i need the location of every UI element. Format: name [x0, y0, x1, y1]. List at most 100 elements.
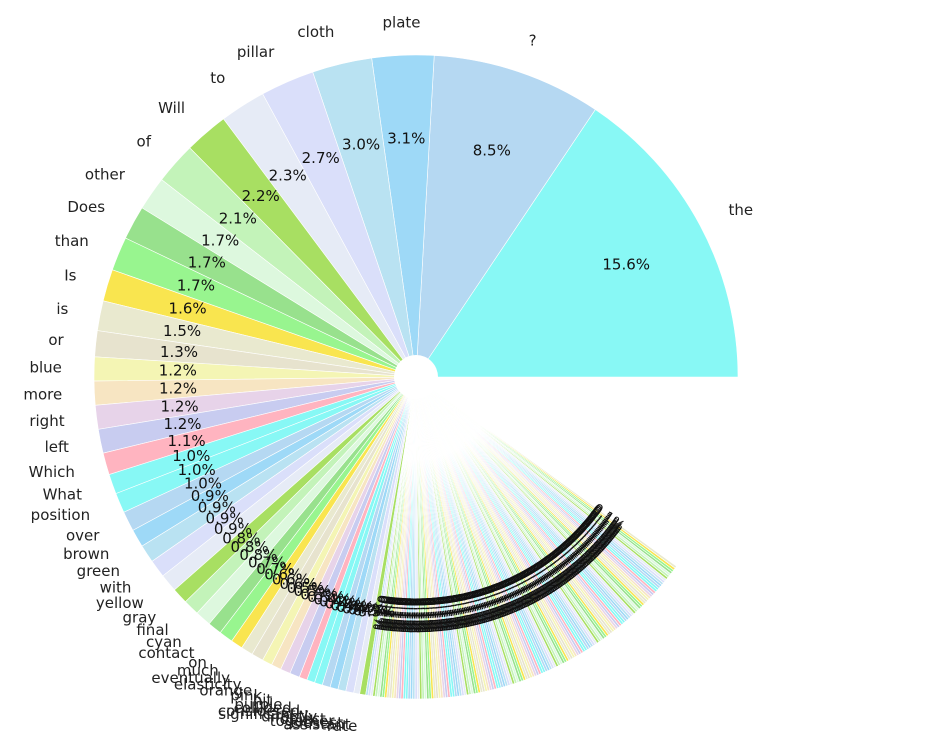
slice-label: is [56, 300, 68, 318]
slice-percent-label: 0.4% [319, 593, 357, 611]
slice-percent-label: 0.3% [357, 603, 395, 621]
slice-label: rate [327, 717, 357, 735]
slice-percent-label: 0.1% [403, 597, 420, 633]
slice-percent-label: 0.7% [248, 554, 286, 572]
slice-percent-label: 0.1% [445, 593, 467, 631]
slice-label: orange [199, 682, 252, 700]
slice-label: of [137, 132, 152, 150]
slice-percent-label: 0.1% [373, 594, 394, 631]
slice-percent-label: 0.1% [432, 595, 452, 632]
slice-percent-label: 0.1% [410, 597, 426, 633]
slice-label: right [29, 412, 64, 430]
slice-percent-label: 0.1% [458, 590, 482, 628]
slice-label: contact [138, 644, 194, 662]
slice-percent-label: 0.1% [376, 595, 396, 632]
slice-percent-label: 0.1% [423, 597, 441, 634]
slice-percent-label: 0.1% [436, 595, 456, 632]
slice-percent-label: 0.1% [375, 595, 396, 632]
slice-label: final [136, 621, 168, 639]
slice-percent-label: 0.6% [280, 575, 318, 593]
pie-slice-0 [415, 109, 739, 378]
slice-label: purple [234, 696, 282, 714]
slice-label: eventually [151, 669, 230, 687]
slice-label: over [66, 526, 100, 544]
slice-label: than [55, 232, 89, 250]
slice-label: more [23, 385, 62, 403]
slice-label: significantly [218, 705, 309, 723]
slice-percent-label: 0.1% [431, 595, 451, 632]
slice-percent-label: 0.5% [307, 588, 345, 606]
slice-percent-label: 0.1% [426, 596, 445, 633]
slice-percent-label: 1.0% [178, 461, 216, 479]
slice-label: position [31, 506, 90, 524]
slice-percent-label: 0.1% [371, 594, 392, 632]
slice-label: left [45, 438, 69, 456]
slice-percent-label: 0.1% [448, 592, 470, 630]
pie-slice-1 [415, 55, 596, 379]
slice-percent-label: 1.2% [161, 397, 199, 415]
slice-percent-label: 1.0% [184, 474, 222, 492]
slice-percent-label: 0.4% [336, 598, 374, 616]
slice-percent-label: 0.1% [406, 597, 422, 633]
slice-label: yellow [96, 594, 144, 612]
slice-percent-label: 0.1% [442, 594, 463, 632]
slice-percent-label: 1.7% [188, 253, 226, 271]
slice-percent-label: 0.1% [428, 596, 447, 633]
slice-percent-label: 2.7% [302, 149, 340, 167]
slice-percent-label: 0.7% [256, 560, 294, 578]
slice-label: plate [383, 14, 421, 32]
slice-label: gray [123, 608, 157, 626]
slice-percent-label: 0.9% [191, 487, 229, 505]
slice-percent-label: 0.1% [382, 595, 402, 632]
slice-label: blue [29, 359, 61, 377]
slice-percent-label: 0.9% [206, 509, 244, 527]
slice-percent-label: 0.1% [384, 596, 403, 633]
slice-percent-label: 1.7% [177, 276, 215, 294]
slice-percent-label: 0.9% [198, 498, 236, 516]
slice-percent-label: 0.1% [416, 597, 433, 633]
slice-percent-label: 2.1% [219, 209, 257, 227]
pie-slices [93, 54, 739, 700]
slice-label: Is [64, 267, 76, 285]
slice-label: green [77, 562, 120, 580]
slice-percent-label: 0.5% [287, 579, 325, 597]
slice-label: cloth [297, 23, 334, 41]
slice-label: much [177, 662, 219, 680]
slice-percent-label: 1.2% [163, 415, 201, 433]
slice-percent-label: 0.1% [369, 594, 390, 632]
slice-percent-label: 0.1% [387, 596, 406, 633]
slice-label: assistant [283, 716, 350, 734]
slice-percent-label: 1.2% [159, 380, 197, 398]
slice-label: Will [158, 99, 185, 117]
slice-percent-label: 0.8% [239, 546, 277, 564]
slice-label: or [48, 331, 64, 349]
slice-label: together [270, 712, 335, 730]
slice-percent-label: 0.1% [378, 595, 398, 632]
slice-label: the [729, 201, 754, 219]
slice-label: elasticity [174, 676, 242, 694]
slice-percent-label: 0.1% [421, 597, 439, 633]
slice-percent-label: 0.1% [419, 597, 437, 633]
slice-percent-label: 1.6% [169, 300, 207, 318]
slice-label: ? [529, 32, 537, 50]
pie-center-hole [394, 355, 438, 399]
slice-label: hit [253, 691, 273, 709]
slice-percent-label: 2.2% [242, 187, 280, 205]
slice-percent-label: 0.1% [418, 597, 436, 633]
slice-percent-label: 0.5% [293, 582, 331, 600]
slice-label: with [100, 578, 132, 596]
slice-label: Does [67, 198, 105, 216]
slice-percent-label: 0.1% [429, 596, 448, 633]
slice-percent-label: 0.6% [264, 565, 302, 583]
slice-percent-label: 0.1% [399, 597, 416, 633]
slice-percent-label: 0.1% [404, 597, 420, 633]
slice-label: closest [291, 714, 343, 732]
slice-percent-label: 0.1% [393, 597, 411, 633]
slice-percent-label: 0.1% [439, 594, 460, 631]
slice-percent-label: 0.5% [300, 585, 338, 603]
slice-percent-label: 0.1% [444, 593, 466, 631]
slice-label: to [210, 69, 225, 87]
slice-percent-label: 0.1% [453, 591, 476, 629]
slice-percent-label: 0.1% [411, 597, 428, 633]
